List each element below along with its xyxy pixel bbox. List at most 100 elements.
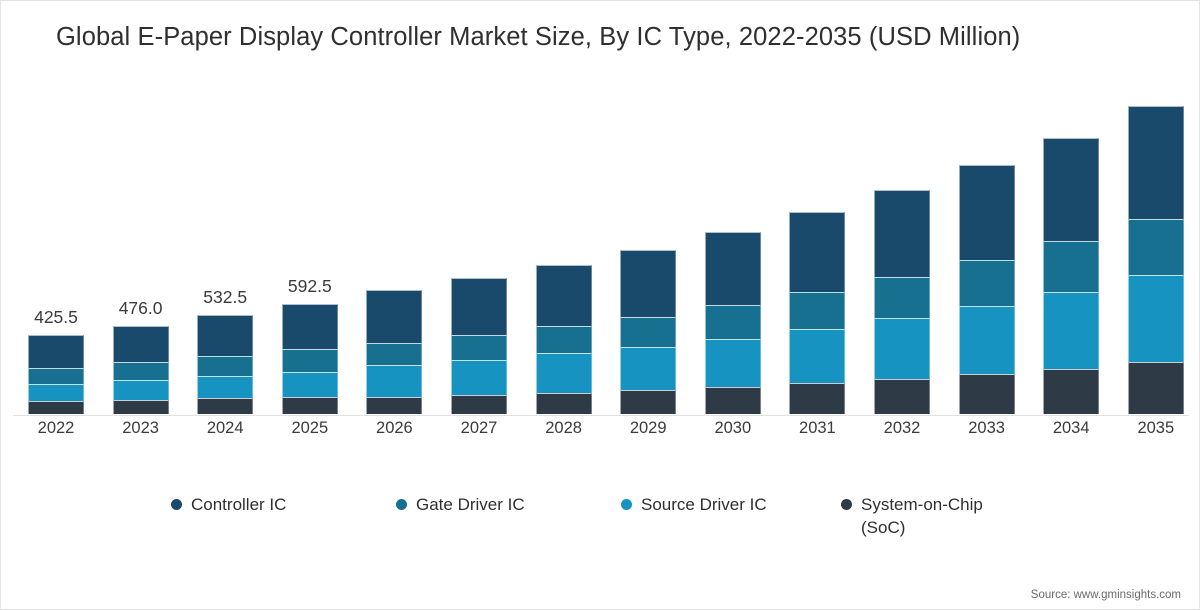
bar-segment[interactable]	[1127, 362, 1184, 414]
bar-segment[interactable]	[451, 335, 507, 360]
bar-group[interactable]: 476.0	[112, 298, 169, 414]
stacked-bar[interactable]	[1127, 106, 1184, 414]
stacked-bar[interactable]	[366, 290, 423, 414]
bar-segment[interactable]	[28, 401, 84, 414]
bar-group[interactable]	[1127, 106, 1184, 414]
stacked-bar[interactable]	[620, 249, 677, 414]
x-axis-tick-2030: 2030	[714, 419, 752, 437]
bar-segment[interactable]	[874, 276, 930, 319]
stacked-bar[interactable]	[958, 165, 1015, 414]
bar-segment[interactable]	[958, 165, 1015, 260]
legend-item-controller-ic[interactable]: Controller IC	[171, 493, 286, 516]
bar-segment[interactable]	[28, 367, 84, 384]
bar-segment[interactable]	[1127, 106, 1184, 220]
bar-group[interactable]: 592.5	[281, 276, 338, 414]
legend-item-system-on-chip-soc[interactable]: System-on-Chip (SoC)	[841, 493, 1011, 539]
bar-group[interactable]: 425.5	[28, 307, 84, 414]
bar-segment[interactable]	[789, 329, 846, 384]
bar-segment[interactable]	[197, 398, 254, 414]
x-axis-tick-2022: 2022	[37, 419, 75, 437]
bar-segment[interactable]	[1043, 137, 1100, 242]
x-axis-tick-2032: 2032	[883, 419, 921, 437]
bar-segment[interactable]	[874, 318, 930, 380]
bar-group[interactable]	[535, 264, 592, 414]
bar-group[interactable]	[451, 278, 507, 414]
stacked-bar[interactable]	[704, 232, 761, 414]
bar-segment[interactable]	[112, 325, 169, 363]
stacked-bar[interactable]	[451, 278, 507, 414]
bar-group[interactable]	[789, 212, 846, 414]
bar-segment[interactable]	[366, 365, 423, 398]
bar-segment[interactable]	[620, 249, 677, 317]
bar-segment[interactable]	[535, 264, 592, 327]
bar-segment[interactable]	[620, 316, 677, 348]
bar-segment[interactable]	[874, 190, 930, 277]
bar-segment[interactable]	[789, 383, 846, 414]
bar-segment[interactable]	[535, 353, 592, 394]
bar-group[interactable]	[704, 232, 761, 414]
bar-segment[interactable]	[197, 375, 254, 399]
bar-segment[interactable]	[620, 347, 677, 391]
x-axis-tick-labels: 2022 2023 2024 2025 2026 2027 2028 2029 2030 2031…	[1, 419, 1200, 449]
bar-segment[interactable]	[535, 326, 592, 354]
bar-segment[interactable]	[112, 362, 169, 380]
bar-value-label: 425.5	[34, 306, 78, 327]
bar-segment[interactable]	[535, 393, 592, 414]
bar-value-label: 592.5	[287, 275, 332, 296]
bar-segment[interactable]	[281, 303, 338, 350]
stacked-bar[interactable]	[535, 264, 592, 414]
bar-segment[interactable]	[112, 380, 169, 400]
bar-segment[interactable]	[451, 278, 507, 336]
bar-segment[interactable]	[1043, 241, 1100, 292]
bar-group[interactable]	[874, 190, 930, 414]
bar-group[interactable]: 532.5	[197, 287, 254, 414]
bar-segment[interactable]	[958, 305, 1015, 375]
bar-group[interactable]	[366, 290, 423, 414]
bar-segment[interactable]	[874, 379, 930, 414]
bar-segment[interactable]	[281, 396, 338, 414]
stacked-bar[interactable]	[281, 303, 338, 414]
bar-segment[interactable]	[197, 315, 254, 356]
x-axis-line	[13, 415, 1189, 416]
bar-segment[interactable]	[1043, 291, 1100, 369]
stacked-bar[interactable]	[112, 325, 169, 414]
bar-segment[interactable]	[451, 395, 507, 414]
bar-group[interactable]	[620, 249, 677, 414]
bar-segment[interactable]	[789, 212, 846, 292]
bar-segment[interactable]	[28, 383, 84, 402]
stacked-bar[interactable]	[28, 334, 84, 414]
stacked-bar[interactable]	[874, 190, 930, 414]
bar-segment[interactable]	[704, 232, 761, 306]
bar-segment[interactable]	[958, 374, 1015, 414]
bar-segment[interactable]	[366, 290, 423, 343]
bar-segment[interactable]	[197, 355, 254, 376]
bar-segment[interactable]	[1127, 219, 1184, 276]
bar-segment[interactable]	[958, 259, 1015, 306]
x-axis-tick-2023: 2023	[122, 419, 159, 437]
bar-segment[interactable]	[1043, 368, 1100, 414]
bar-group[interactable]	[958, 165, 1015, 414]
bar-segment[interactable]	[704, 305, 761, 339]
bar-segment[interactable]	[704, 387, 761, 414]
x-axis-tick-2034: 2034	[1052, 419, 1090, 437]
legend-marker-icon	[841, 499, 852, 510]
stacked-bar[interactable]	[789, 212, 846, 414]
bar-segment[interactable]	[451, 359, 507, 396]
x-axis-tick-2029: 2029	[629, 419, 667, 437]
bar-segment[interactable]	[366, 342, 423, 366]
bar-segment[interactable]	[1127, 275, 1184, 363]
legend-item-source-driver-ic[interactable]: Source Driver IC	[621, 493, 767, 516]
legend-label: Gate Driver IC	[416, 495, 525, 514]
bar-segment[interactable]	[366, 397, 423, 414]
bar-segment[interactable]	[620, 390, 677, 414]
bar-segment[interactable]	[281, 349, 338, 372]
bar-segment[interactable]	[789, 291, 846, 330]
bar-segment[interactable]	[112, 399, 169, 414]
bar-segment[interactable]	[704, 338, 761, 388]
bar-segment[interactable]	[28, 334, 84, 368]
stacked-bar[interactable]	[1043, 137, 1100, 414]
stacked-bar[interactable]	[197, 315, 254, 414]
bar-group[interactable]	[1043, 137, 1100, 414]
legend-item-gate-driver-ic[interactable]: Gate Driver IC	[396, 493, 525, 516]
bar-segment[interactable]	[281, 371, 338, 397]
